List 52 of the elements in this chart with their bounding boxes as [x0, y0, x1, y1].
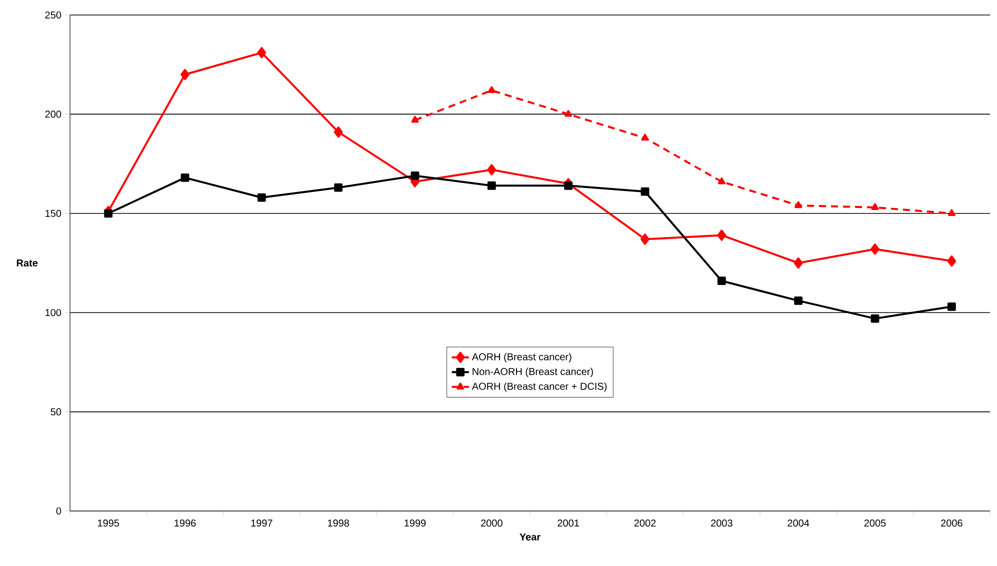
x-tick-label: 1996	[174, 520, 196, 527]
y-tick-label: 50	[50, 408, 62, 416]
point	[640, 187, 650, 196]
point	[411, 116, 419, 123]
point	[871, 203, 879, 210]
point	[180, 173, 190, 182]
x-tick-label: 1998	[328, 520, 350, 527]
point	[488, 86, 496, 93]
point	[870, 244, 880, 255]
x-tick-label: 1995	[98, 520, 120, 527]
x-tick-label: 2003	[711, 520, 732, 527]
y-tick-label: 200	[45, 110, 62, 118]
point	[717, 230, 726, 241]
y-tick-label: 150	[46, 210, 62, 217]
point	[717, 276, 726, 286]
x-tick-label: 1997	[251, 520, 272, 527]
point	[257, 47, 266, 58]
y-tick-label: 250	[45, 11, 62, 19]
x-tick-label: 1999	[404, 520, 426, 527]
point	[718, 177, 726, 184]
point	[947, 302, 956, 311]
legend-label: Non-AORH (Breast cancer)	[472, 368, 593, 378]
point	[794, 257, 803, 269]
y-tick-label: 0	[56, 507, 62, 515]
x-tick-label: 2002	[634, 520, 656, 527]
point	[794, 201, 802, 208]
x-tick-label: 2004	[788, 520, 810, 527]
point	[794, 296, 803, 305]
legend-label: AORH (Breast cancer)	[472, 353, 572, 362]
point	[334, 126, 343, 138]
point	[334, 183, 343, 192]
point	[870, 314, 880, 323]
point	[564, 110, 572, 117]
y-axis-title: Rate	[16, 260, 38, 266]
point	[947, 255, 956, 267]
x-axis-title: Year	[520, 533, 540, 540]
x-tick-label: 2000	[481, 520, 502, 527]
legend-label: AORH (Breast cancer + DCIS)	[472, 382, 607, 392]
point	[641, 134, 649, 141]
point	[487, 181, 496, 190]
point	[257, 193, 266, 202]
point	[180, 68, 190, 80]
point	[640, 234, 650, 245]
point	[487, 164, 496, 176]
point	[104, 209, 113, 218]
y-tick-label: 100	[46, 309, 62, 316]
x-tick-label: 2001	[558, 520, 579, 527]
x-tick-label: 2006	[941, 520, 962, 527]
point	[564, 181, 573, 190]
x-tick-label: 2005	[864, 520, 886, 527]
point	[410, 172, 420, 180]
point	[948, 209, 956, 216]
